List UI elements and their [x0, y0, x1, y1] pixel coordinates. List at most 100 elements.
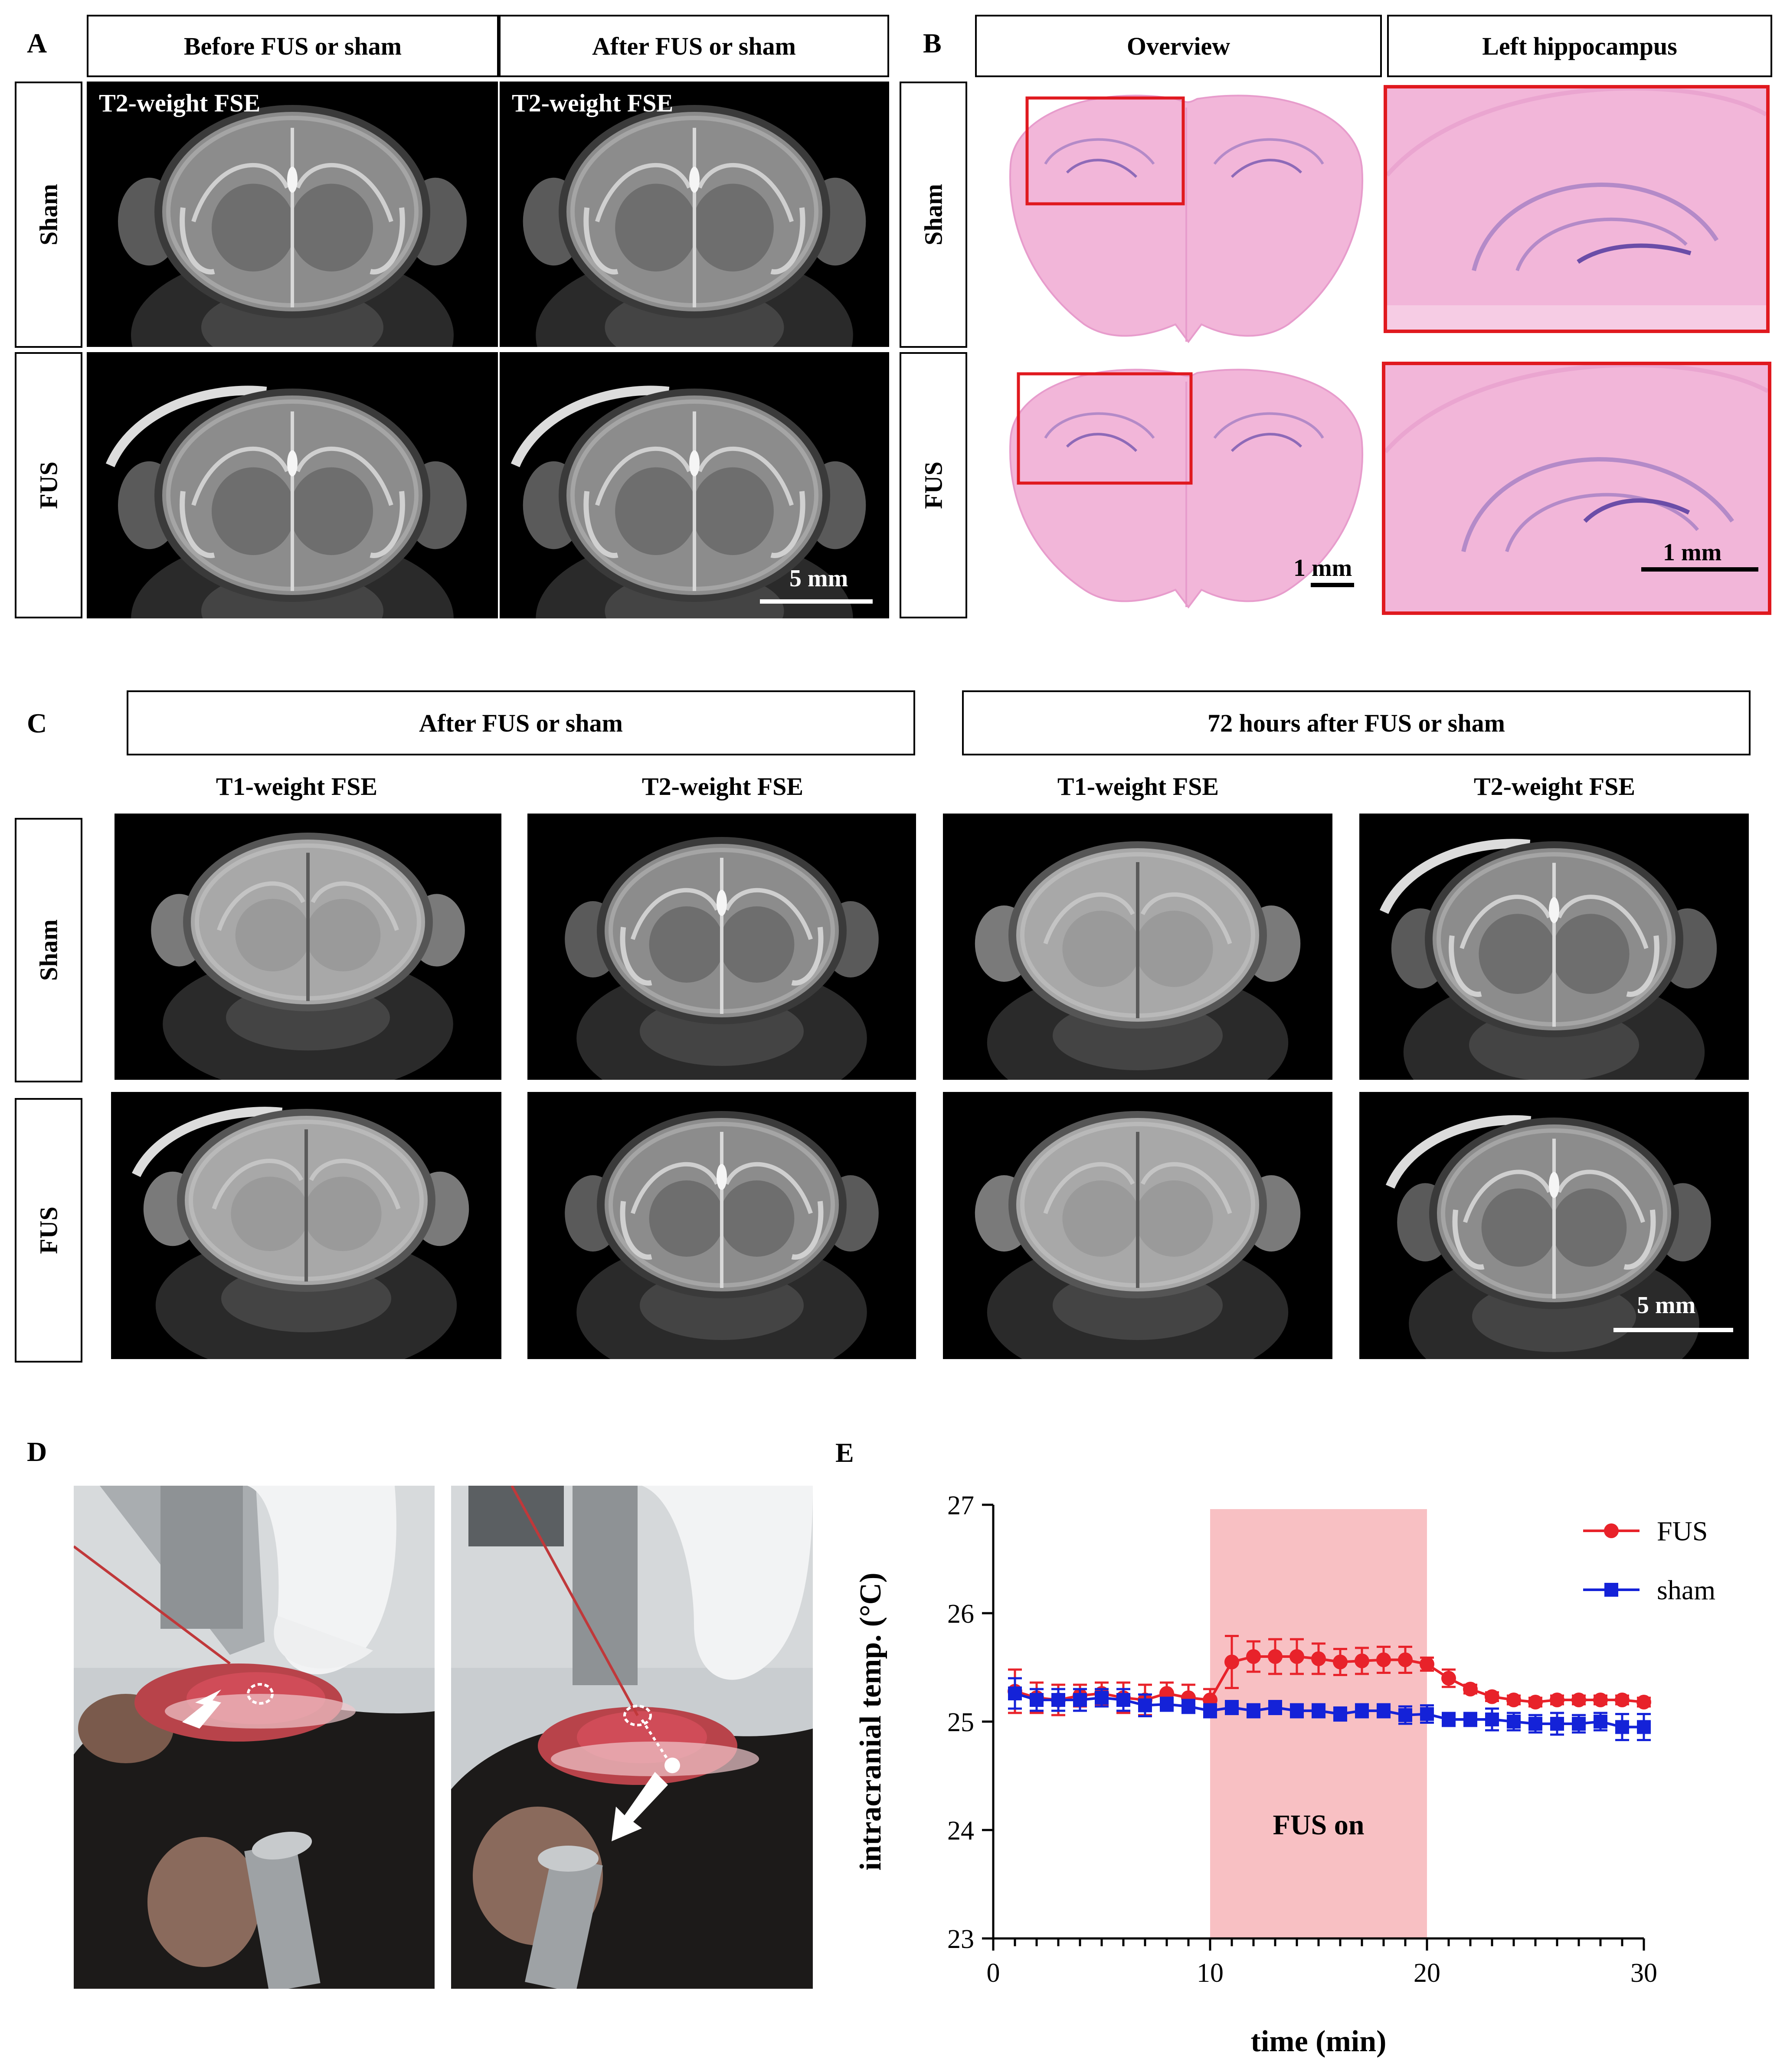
panel-a-mri-sham-before: T2-weight FSE — [87, 82, 498, 347]
data-point — [1333, 1707, 1347, 1721]
y-tick-label: 26 — [947, 1599, 974, 1629]
data-point — [1550, 1693, 1564, 1707]
panel-b-he-overview-sham — [985, 82, 1384, 350]
data-point — [1181, 1699, 1195, 1713]
panel-b-col-header-overview: Overview — [975, 15, 1382, 77]
scale-bar-label: 1 mm — [1293, 555, 1352, 582]
x-tick-label: 0 — [987, 1958, 1000, 1988]
data-point — [1442, 1713, 1456, 1726]
panel-a-col-header-after: After FUS or sham — [499, 15, 889, 77]
data-point — [1485, 1713, 1499, 1726]
data-point — [1138, 1698, 1152, 1713]
data-point — [1507, 1715, 1521, 1729]
temperature-chart: FUS on 23 24 25 26 27 0 10 20 30 time (min) intrac… — [854, 1491, 1715, 2058]
data-point — [1528, 1717, 1542, 1731]
y-tick-label: 25 — [947, 1708, 974, 1737]
panel-b-he-zoom-fus: 1 mm — [1382, 362, 1771, 615]
data-point — [1377, 1704, 1391, 1718]
panel-b-he-zoom-sham — [1384, 85, 1770, 333]
data-point — [1355, 1704, 1369, 1718]
data-point — [1333, 1654, 1348, 1670]
data-point — [1636, 1695, 1651, 1709]
legend-label: sham — [1657, 1575, 1715, 1605]
x-tick-label: 30 — [1630, 1958, 1657, 1988]
panel-label-a: A — [27, 28, 47, 59]
scale-bar — [1641, 567, 1758, 572]
data-point — [1550, 1717, 1564, 1731]
panel-c-mri-fus-72h-t2: 5 mm — [1359, 1092, 1749, 1359]
data-point — [1441, 1671, 1456, 1686]
x-tick-label: 10 — [1197, 1958, 1224, 1988]
data-point — [1224, 1654, 1239, 1670]
panel-c-row-header-fus: FUS — [15, 1098, 82, 1363]
data-point — [1311, 1651, 1326, 1666]
scale-bar — [760, 599, 873, 604]
data-point — [1398, 1652, 1413, 1667]
legend-marker — [1604, 1583, 1618, 1597]
data-point — [1289, 1649, 1304, 1664]
panel-c-mri-sham-after-t2 — [527, 814, 916, 1080]
panel-c-group-header-72h: 72 hours after FUS or sham — [962, 690, 1751, 755]
legend-label: FUS — [1657, 1516, 1708, 1546]
panel-c-row-header-sham: Sham — [15, 818, 82, 1082]
data-point — [1008, 1686, 1022, 1700]
panel-c-seq-label-4: T2-weight FSE — [1473, 772, 1636, 801]
data-point — [1312, 1704, 1325, 1718]
sequence-label: T2-weight FSE — [512, 89, 674, 117]
y-axis-label: intracranial temp. (°C) — [854, 1572, 887, 1870]
fus-on-label: FUS on — [1273, 1809, 1365, 1841]
data-point — [1030, 1693, 1044, 1707]
scale-bar — [1613, 1328, 1733, 1332]
data-point — [1637, 1720, 1651, 1734]
panel-a-col-header-before: Before FUS or sham — [87, 15, 499, 77]
scale-bar-label: 5 mm — [1637, 1292, 1696, 1319]
data-point — [1506, 1693, 1521, 1707]
scale-bar-label: 5 mm — [789, 565, 848, 592]
panel-c-mri-sham-72h-t2 — [1359, 814, 1749, 1080]
data-point — [1463, 1682, 1478, 1696]
panel-c-group-header-after: After FUS or sham — [127, 690, 915, 755]
data-point — [1398, 1708, 1412, 1722]
data-point — [1095, 1691, 1109, 1705]
data-point — [1268, 1700, 1282, 1715]
panel-b-row-header-fus: FUS — [900, 352, 967, 618]
panel-c-mri-sham-72h-t1 — [943, 814, 1332, 1080]
x-axis-label: time (min) — [1251, 2025, 1387, 2058]
panel-label-d: D — [27, 1436, 47, 1467]
roi-highlight-box — [1017, 372, 1193, 485]
photo-sham-setup — [74, 1486, 435, 1989]
scale-bar-label: 1 mm — [1663, 539, 1722, 566]
roi-highlight-box — [1025, 96, 1185, 206]
panel-label-c: C — [27, 708, 47, 739]
data-point — [1615, 1693, 1630, 1707]
panel-a-mri-fus-after: 5 mm — [500, 352, 889, 618]
panel-c-seq-label-1: T1-weight FSE — [216, 772, 378, 801]
data-point — [1246, 1649, 1261, 1664]
panel-c-mri-fus-after-t1 — [111, 1092, 501, 1359]
panel-b-he-overview-fus: 1 mm — [985, 356, 1384, 616]
data-point — [1572, 1717, 1586, 1731]
data-point — [1463, 1713, 1477, 1726]
data-point — [1615, 1720, 1629, 1734]
panel-a-mri-sham-after: T2-weight FSE — [500, 82, 889, 347]
x-tick-label: 20 — [1414, 1958, 1440, 1988]
panel-a-row-header-sham: Sham — [15, 82, 82, 348]
data-point — [1485, 1689, 1499, 1704]
data-point — [1073, 1693, 1087, 1707]
panel-c-mri-fus-after-t2 — [527, 1092, 916, 1359]
panel-label-e: E — [835, 1437, 854, 1468]
data-point — [1355, 1654, 1369, 1668]
data-point — [1420, 1707, 1434, 1721]
data-point — [1420, 1657, 1434, 1672]
photo-fus-setup — [451, 1486, 813, 1989]
panel-c-mri-sham-after-t1 — [115, 814, 501, 1080]
fus-on-region — [1210, 1509, 1427, 1938]
data-point — [1594, 1715, 1607, 1729]
data-point — [1268, 1649, 1283, 1664]
panel-a-row-header-fus: FUS — [15, 352, 82, 618]
data-point — [1160, 1697, 1174, 1711]
sequence-label: T2-weight FSE — [99, 89, 261, 117]
panel-label-b: B — [923, 28, 942, 59]
y-tick-label: 23 — [947, 1925, 974, 1954]
panel-a-mri-fus-before — [87, 352, 498, 618]
